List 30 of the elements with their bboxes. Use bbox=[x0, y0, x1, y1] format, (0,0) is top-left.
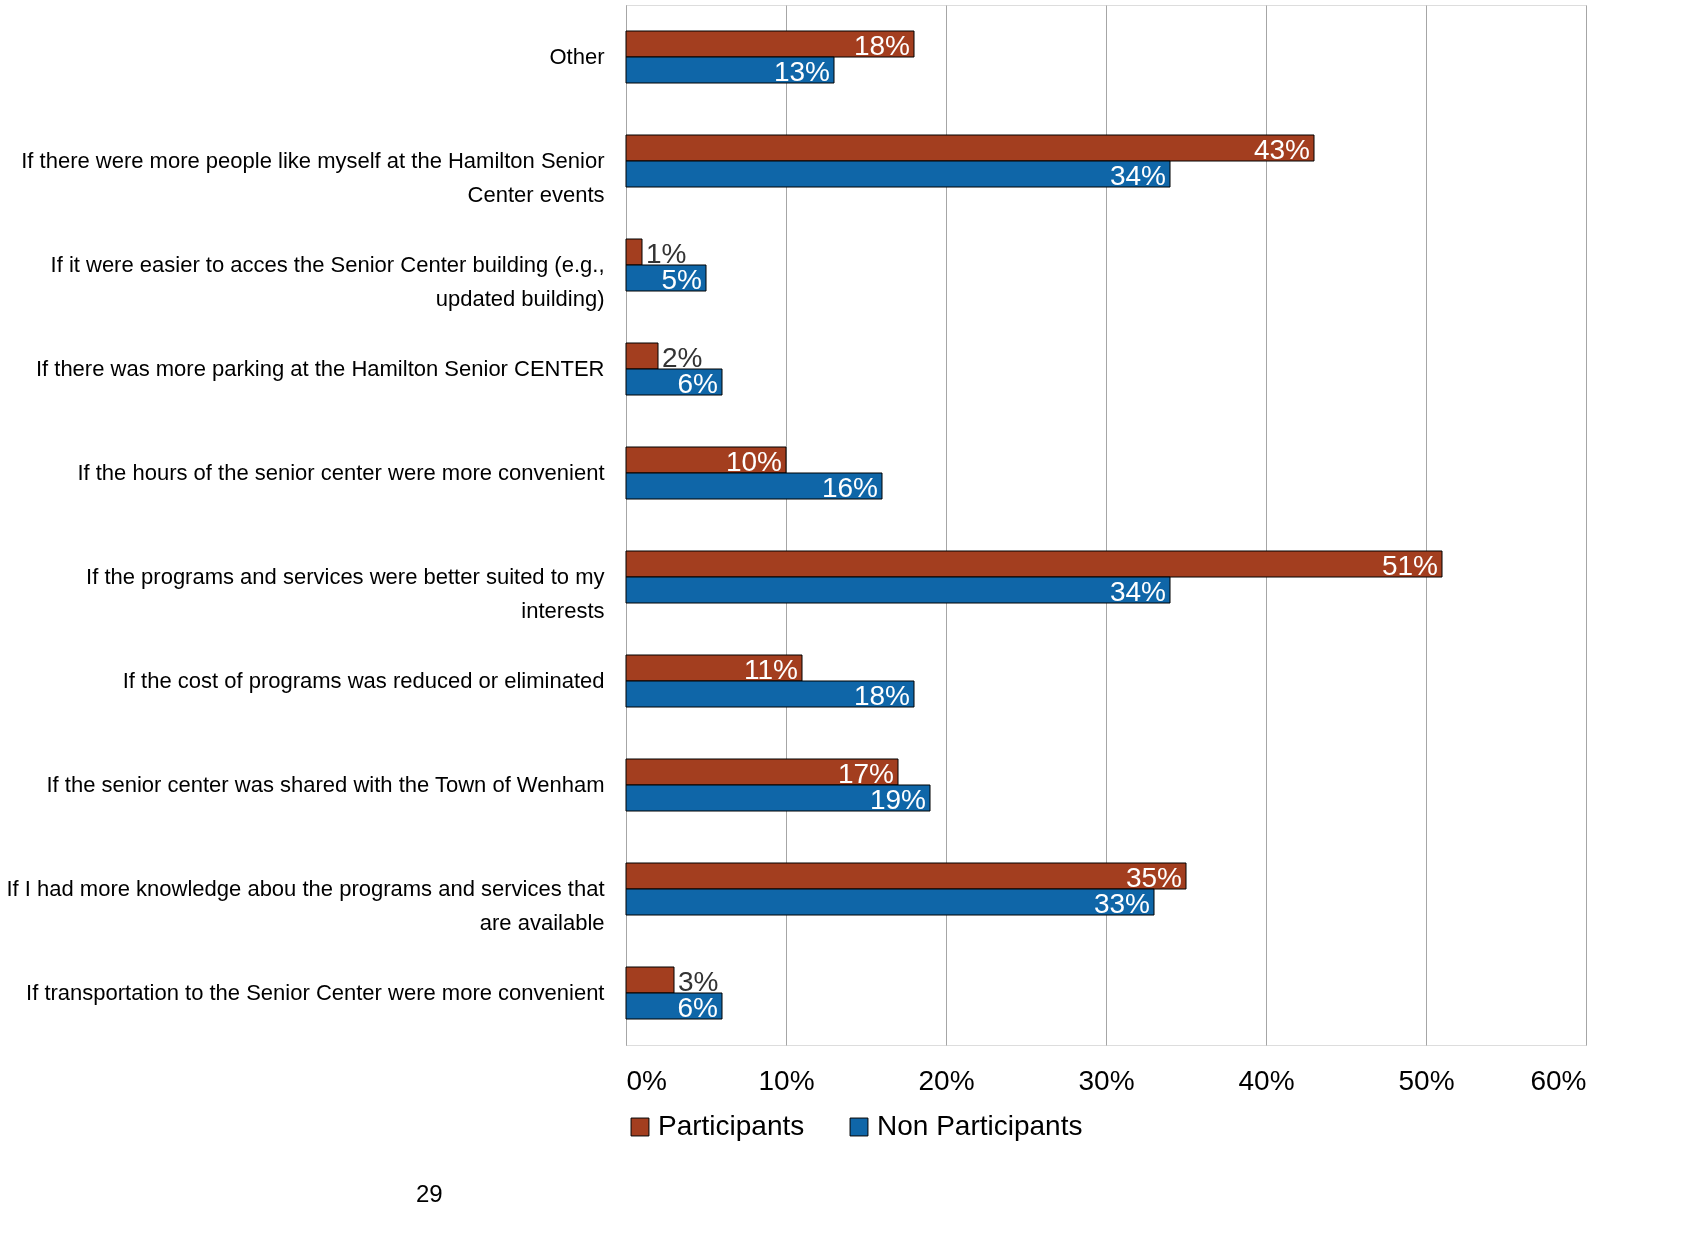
data-label: 16% bbox=[821, 472, 878, 503]
x-tick-label: 0% bbox=[626, 1064, 667, 1096]
x-tick-label: 60% bbox=[1530, 1064, 1587, 1096]
data-label: 11% bbox=[744, 654, 798, 685]
y-tick-label: If there were more people like myself at the Hamilton Senior Center events bbox=[21, 148, 605, 207]
data-label: 51% bbox=[1381, 550, 1438, 581]
y-tick-label: If the programs and services were better suited to my interests bbox=[86, 564, 605, 623]
text: 29 bbox=[416, 1180, 443, 1207]
y-tick-label: If the hours of the senior center were more convenient bbox=[77, 460, 605, 485]
y-tick-label: If transportation to the Senior Center were more convenient bbox=[26, 980, 605, 1005]
legend-label: Non Participants bbox=[877, 1110, 1083, 1141]
data-label: 34% bbox=[1109, 160, 1166, 191]
x-tick-label: 30% bbox=[1078, 1064, 1135, 1096]
data-label: 18% bbox=[853, 680, 910, 711]
y-tick-label: Other bbox=[549, 44, 605, 69]
data-label: 10% bbox=[725, 446, 782, 477]
legend-label: Participants bbox=[658, 1110, 805, 1141]
x-tick-label: 50% bbox=[1398, 1064, 1455, 1096]
x-tick-label: 20% bbox=[918, 1064, 975, 1096]
y-tick-label: If it were easier to acces the Senior Center building (e.g., updated building) bbox=[50, 252, 605, 311]
x-tick-label: 10% bbox=[758, 1064, 815, 1096]
data-label: 18% bbox=[853, 30, 910, 61]
y-tick-label: If there was more parking at the Hamilton Senior CENTER bbox=[35, 356, 605, 381]
y-tick-label: If the cost of programs was reduced or eliminated bbox=[122, 668, 605, 693]
x-tick-label: 40% bbox=[1238, 1064, 1295, 1096]
y-tick-label: If I had more knowledge abou the programs and services that are available bbox=[6, 876, 605, 935]
y-tick-label: If the senior center was shared with the Town of Wenham bbox=[46, 772, 605, 797]
data-label: 34% bbox=[1109, 576, 1166, 607]
data-label: 43% bbox=[1253, 134, 1310, 165]
data-label: 13% bbox=[773, 56, 830, 87]
